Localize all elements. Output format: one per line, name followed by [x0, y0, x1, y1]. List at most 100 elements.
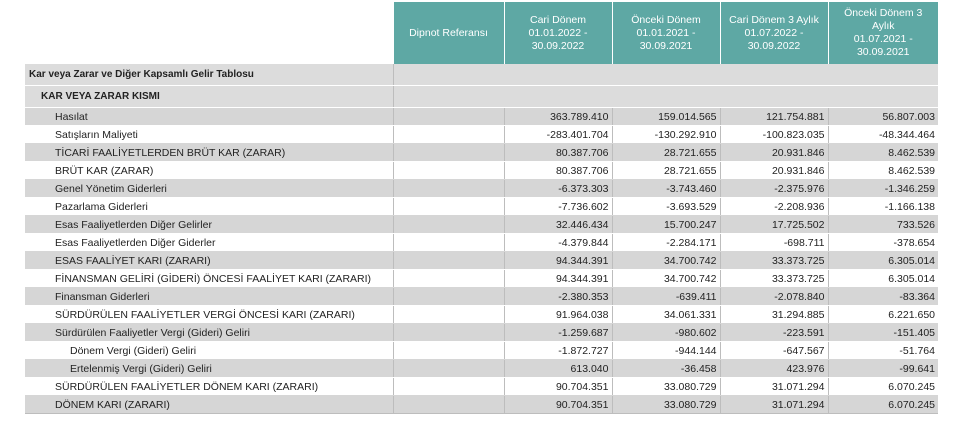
section-header-row: KAR VEYA ZARAR KISMI: [25, 85, 938, 108]
row-value-period-4: 6.305.014: [827, 269, 938, 288]
row-label: Hasılat: [25, 107, 393, 126]
row-value-period-4: -83.364: [827, 287, 938, 306]
row-dipnot-cell: [392, 197, 504, 216]
row-value-period-1: -4.379.844: [503, 233, 612, 252]
row-dipnot-cell: [392, 215, 504, 234]
row-value-period-3: 33.373.725: [719, 251, 828, 270]
row-value-period-2: -980.602: [611, 323, 720, 342]
table-row: Esas Faaliyetlerden Diğer Giderler -4.379…: [25, 233, 938, 252]
row-value-period-2: 34.700.742: [611, 269, 720, 288]
row-value-period-1: 90.704.351: [503, 377, 612, 396]
section-empty-cell: [612, 85, 720, 108]
row-label: Genel Yönetim Giderleri: [25, 179, 393, 198]
row-value-period-2: -639.411: [611, 287, 720, 306]
section-empty-cell: [720, 64, 828, 86]
table-row: Finansman Giderleri -2.380.353 -639.411 -2.…: [25, 287, 938, 306]
row-value-period-2: 28.721.655: [611, 161, 720, 180]
row-value-period-4: 8.462.539: [827, 143, 938, 162]
section-header-row: Kar veya Zarar ve Diğer Kapsamlı Gelir T…: [25, 64, 938, 86]
row-label: Ertelenmiş Vergi (Gideri) Geliri: [25, 359, 393, 378]
row-value-period-2: 33.080.729: [611, 377, 720, 396]
row-value-period-4: -48.344.464: [827, 125, 938, 144]
row-label: Satışların Maliyeti: [25, 125, 393, 144]
table-row: Sürdürülen Faaliyetler Vergi (Gideri) Ge…: [25, 323, 938, 342]
row-label: BRÜT KAR (ZARAR): [25, 161, 393, 180]
row-dipnot-cell: [392, 179, 504, 198]
row-value-period-3: 20.931.846: [719, 161, 828, 180]
row-value-period-2: 15.700.247: [611, 215, 720, 234]
row-value-period-1: 94.344.391: [503, 269, 612, 288]
row-dipnot-cell: [392, 377, 504, 396]
row-value-period-3: 31.071.294: [719, 377, 828, 396]
row-value-period-4: 733.526: [827, 215, 938, 234]
row-value-period-3: 17.725.502: [719, 215, 828, 234]
row-value-period-3: -2.375.976: [719, 179, 828, 198]
row-value-period-2: -944.144: [611, 341, 720, 360]
row-value-period-2: 28.721.655: [611, 143, 720, 162]
header-dipnot-referansi: Dipnot Referansı: [392, 2, 504, 64]
row-label: Esas Faaliyetlerden Diğer Giderler: [25, 233, 393, 252]
row-value-period-1: -283.401.704: [503, 125, 612, 144]
row-value-period-3: -2.078.840: [719, 287, 828, 306]
row-value-period-1: -6.373.303: [503, 179, 612, 198]
row-dipnot-cell: [392, 251, 504, 270]
table-row: Esas Faaliyetlerden Diğer Gelirler 32.446…: [25, 215, 938, 234]
table-row: BRÜT KAR (ZARAR) 80.387.706 28.721.655 20.9…: [25, 161, 938, 180]
row-dipnot-cell: [392, 305, 504, 324]
row-value-period-3: -223.591: [719, 323, 828, 342]
row-dipnot-cell: [392, 233, 504, 252]
row-dipnot-cell: [392, 359, 504, 378]
income-statement-table: Dipnot Referansı Cari Dönem 01.01.2022 -…: [25, 2, 938, 414]
row-value-period-3: -647.567: [719, 341, 828, 360]
row-value-period-3: -100.823.035: [719, 125, 828, 144]
row-value-period-3: 20.931.846: [719, 143, 828, 162]
row-label: FİNANSMAN GELİRİ (GİDERİ) ÖNCESİ FAALİYE…: [25, 269, 393, 288]
row-value-period-1: 80.387.706: [503, 143, 612, 162]
row-value-period-1: -2.380.353: [503, 287, 612, 306]
header-period-3: Cari Dönem 3 Aylık 01.07.2022 - 30.09.20…: [719, 2, 828, 64]
row-label: SÜRDÜRÜLEN FAALİYETLER DÖNEM KARI (ZARAR…: [25, 377, 393, 396]
table-row: ESAS FAALİYET KARI (ZARARI) 94.344.391 34.…: [25, 251, 938, 270]
table-row: Dönem Vergi (Gideri) Geliri -1.872.727 -94…: [25, 341, 938, 360]
row-value-period-3: -2.208.936: [719, 197, 828, 216]
row-value-period-2: -3.743.460: [611, 179, 720, 198]
table-row: TİCARİ FAALİYETLERDEN BRÜT KAR (ZARAR) 80…: [25, 143, 938, 162]
row-label: Sürdürülen Faaliyetler Vergi (Gideri) Ge…: [25, 323, 393, 342]
row-value-period-2: 34.061.331: [611, 305, 720, 324]
section-empty-cell: [612, 64, 720, 86]
section-empty-cell: [393, 64, 504, 86]
header-blank-cell: [25, 2, 393, 64]
row-value-period-3: 31.294.885: [719, 305, 828, 324]
row-value-period-1: 363.789.410: [503, 107, 612, 126]
section-empty-cell: [828, 64, 938, 86]
section-title: Kar veya Zarar ve Diğer Kapsamlı Gelir T…: [25, 64, 394, 86]
row-value-period-2: 33.080.729: [611, 395, 720, 414]
row-value-period-3: -698.711: [719, 233, 828, 252]
row-label: TİCARİ FAALİYETLERDEN BRÜT KAR (ZARAR): [25, 143, 393, 162]
row-value-period-4: -378.654: [827, 233, 938, 252]
row-dipnot-cell: [392, 161, 504, 180]
table-row: Hasılat 363.789.410 159.014.565 121.754.881…: [25, 107, 938, 126]
table-row: DÖNEM KARI (ZARARI) 90.704.351 33.080.729 3…: [25, 395, 938, 414]
row-dipnot-cell: [392, 323, 504, 342]
row-value-period-2: -36.458: [611, 359, 720, 378]
row-dipnot-cell: [392, 341, 504, 360]
section-empty-cell: [720, 85, 828, 108]
row-value-period-1: -1.872.727: [503, 341, 612, 360]
section-empty-cell: [504, 64, 612, 86]
row-value-period-3: 423.976: [719, 359, 828, 378]
row-label: Pazarlama Giderleri: [25, 197, 393, 216]
table-row: FİNANSMAN GELİRİ (GİDERİ) ÖNCESİ FAALİYE…: [25, 269, 938, 288]
table-row: Satışların Maliyeti -283.401.704 -130.292.…: [25, 125, 938, 144]
row-dipnot-cell: [392, 143, 504, 162]
row-label: Dönem Vergi (Gideri) Geliri: [25, 341, 393, 360]
section-empty-cell: [504, 85, 612, 108]
row-value-period-1: -7.736.602: [503, 197, 612, 216]
row-value-period-1: 90.704.351: [503, 395, 612, 414]
table-row: Pazarlama Giderleri -7.736.602 -3.693.529-…: [25, 197, 938, 216]
row-value-period-2: 34.700.742: [611, 251, 720, 270]
row-value-period-1: 32.446.434: [503, 215, 612, 234]
section-title: KAR VEYA ZARAR KISMI: [25, 85, 394, 108]
row-value-period-4: -1.346.259: [827, 179, 938, 198]
